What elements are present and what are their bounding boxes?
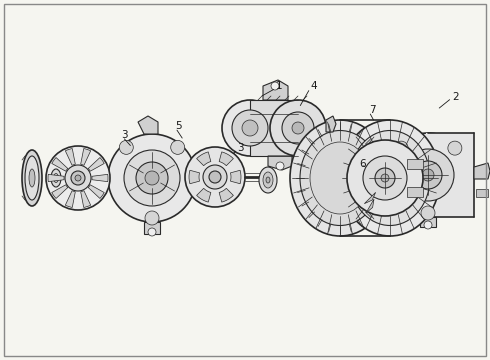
Polygon shape [219,188,233,202]
Polygon shape [268,156,292,170]
Circle shape [270,100,326,156]
Ellipse shape [263,172,273,188]
Polygon shape [88,185,104,198]
Circle shape [203,165,227,189]
Ellipse shape [310,142,370,214]
Bar [250,100,298,156]
Circle shape [108,134,196,222]
Ellipse shape [22,150,42,206]
Circle shape [222,100,278,156]
Polygon shape [65,149,75,165]
Polygon shape [219,152,233,166]
Polygon shape [88,158,104,171]
Polygon shape [326,116,336,132]
Ellipse shape [290,120,390,236]
Text: 4: 4 [310,81,317,91]
Text: 6: 6 [359,159,366,169]
Text: 5: 5 [175,121,182,131]
Ellipse shape [300,131,380,225]
Ellipse shape [266,177,270,183]
Circle shape [424,221,432,229]
Polygon shape [65,191,75,207]
Circle shape [375,168,395,188]
Polygon shape [189,170,199,184]
Circle shape [124,150,180,206]
Circle shape [65,165,91,191]
Bar [426,133,474,217]
Ellipse shape [259,167,277,193]
Circle shape [148,228,156,236]
Text: 3: 3 [122,130,128,140]
Circle shape [347,140,423,216]
Polygon shape [263,80,288,100]
Polygon shape [52,185,68,198]
Polygon shape [366,199,374,213]
Circle shape [282,112,314,144]
Circle shape [421,206,435,220]
Polygon shape [144,222,160,234]
Polygon shape [365,192,376,204]
Bar [407,187,423,197]
Bar [407,159,423,169]
Circle shape [232,110,268,146]
Circle shape [242,120,258,136]
Polygon shape [196,188,211,202]
Circle shape [271,82,279,90]
Polygon shape [92,174,108,182]
Text: 1: 1 [276,81,283,91]
Circle shape [75,175,81,181]
Ellipse shape [340,120,440,236]
Polygon shape [52,158,68,171]
Polygon shape [420,217,436,227]
Polygon shape [230,170,241,184]
Circle shape [145,171,159,185]
Circle shape [276,162,284,170]
Ellipse shape [29,169,35,187]
Circle shape [363,156,407,200]
Circle shape [381,174,389,182]
Circle shape [402,149,454,201]
Ellipse shape [360,142,420,214]
Polygon shape [48,174,64,182]
Circle shape [394,141,408,155]
Ellipse shape [25,156,39,200]
Bar [476,189,488,197]
Polygon shape [138,116,158,134]
Polygon shape [81,191,91,207]
Circle shape [422,169,434,181]
Circle shape [185,147,245,207]
Circle shape [171,140,185,154]
Polygon shape [474,163,490,179]
Circle shape [414,161,442,189]
Circle shape [386,133,470,217]
Bar [327,128,403,228]
Circle shape [145,211,159,225]
Circle shape [136,162,168,194]
Circle shape [46,146,110,210]
Ellipse shape [51,169,61,187]
Ellipse shape [350,131,430,225]
Circle shape [448,141,462,155]
Text: 7: 7 [369,105,376,115]
Circle shape [119,140,133,154]
Circle shape [209,171,221,183]
Polygon shape [196,152,211,166]
Text: 3: 3 [237,143,244,153]
Polygon shape [81,149,91,165]
Ellipse shape [53,174,58,183]
Circle shape [292,122,304,134]
Text: 2: 2 [452,92,459,102]
Circle shape [71,171,85,185]
